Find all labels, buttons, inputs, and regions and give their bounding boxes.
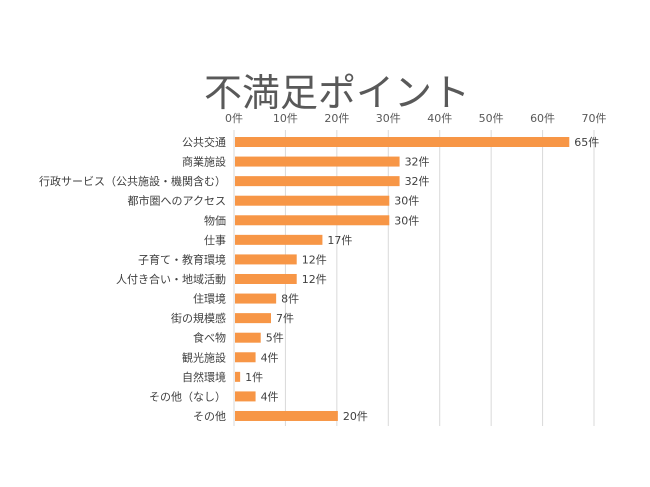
bar xyxy=(235,332,261,343)
bar xyxy=(235,137,570,147)
bar xyxy=(235,156,400,167)
category-label: 住環境 xyxy=(193,292,226,306)
data-label: 5件 xyxy=(266,332,284,345)
bar xyxy=(235,273,297,284)
bar xyxy=(235,234,323,245)
category-label: 物価 xyxy=(204,213,226,227)
x-tick-label: 10件 xyxy=(273,112,298,125)
x-tick-label: 50件 xyxy=(479,112,504,125)
category-label: その他 xyxy=(193,410,226,423)
data-label: 4件 xyxy=(261,390,279,403)
data-label: 32件 xyxy=(405,175,430,188)
bar xyxy=(235,313,271,324)
data-label: 65件 xyxy=(574,136,599,149)
data-label: 20件 xyxy=(343,410,368,423)
category-label: その他（なし） xyxy=(149,390,226,403)
bars xyxy=(235,137,570,421)
data-label: 12件 xyxy=(302,253,327,266)
bar xyxy=(235,254,297,265)
data-label: 12件 xyxy=(302,273,327,286)
bar xyxy=(235,195,390,206)
category-label: 自然環境 xyxy=(182,370,226,384)
category-label: 食べ物 xyxy=(193,331,226,345)
data-label: 1件 xyxy=(245,371,263,384)
x-tick-label: 70件 xyxy=(582,112,607,125)
x-tick-label: 40件 xyxy=(427,112,452,125)
category-label: 都市圏へのアクセス xyxy=(128,194,226,208)
category-label: 子育て・教育環境 xyxy=(138,252,226,266)
data-label: 8件 xyxy=(281,293,299,306)
data-label: 30件 xyxy=(394,195,419,208)
chart-title: 不満足ポイント xyxy=(204,71,470,115)
x-tick-label: 60件 xyxy=(530,112,555,125)
bar xyxy=(235,391,256,402)
x-tick-label: 20件 xyxy=(324,112,349,125)
category-label: 人付き合い・地域活動 xyxy=(116,272,226,286)
x-tick-label: 0件 xyxy=(225,112,243,125)
category-label: 行政サービス（公共施設・機関含む） xyxy=(39,174,226,188)
data-label: 7件 xyxy=(276,312,294,325)
category-label: 公共交通 xyxy=(182,135,226,149)
bar xyxy=(235,215,390,226)
data-label: 4件 xyxy=(261,351,279,364)
category-label: 商業施設 xyxy=(182,155,226,169)
category-label: 街の規模感 xyxy=(171,311,226,325)
data-label: 32件 xyxy=(405,156,430,169)
bar xyxy=(235,410,338,421)
bar xyxy=(235,176,400,187)
data-label: 30件 xyxy=(394,214,419,227)
data-label: 17件 xyxy=(327,234,352,247)
category-label: 仕事 xyxy=(204,234,226,247)
bar xyxy=(235,371,241,382)
bar xyxy=(235,352,256,363)
x-tick-label: 30件 xyxy=(376,112,401,125)
x-axis-ticks: 0件 10件 20件 30件 40件 50件 60件 70件 xyxy=(225,112,607,125)
category-label: 観光施設 xyxy=(182,350,226,364)
bar xyxy=(235,293,277,304)
